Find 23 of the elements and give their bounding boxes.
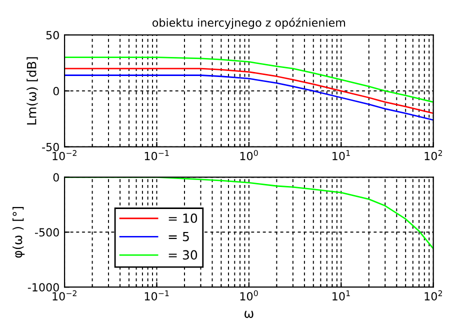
x-tick-label: 10$^{−2}$ [52,290,76,300]
x-tick-label: 10$^{−1}$ [144,150,169,160]
y-tick-label: 0 [53,86,59,96]
x-tick-label: 10$^{2}$ [424,290,442,300]
y-tick-label: -50 [42,142,59,152]
x-tick-label: 10$^{0}$ [240,290,258,300]
y-tick-label: -500 [35,228,59,237]
legend-label: = 5 [168,232,189,242]
x-tick-label: 10$^{0}$ [240,150,258,160]
x-axis-title: ω [244,310,254,318]
x-tick-label: 10$^{−2}$ [52,150,76,160]
y-tick-label: -1000 [28,283,59,292]
y-tick-label: 50 [46,30,59,40]
y-tick-label: 0 [53,173,59,182]
x-tick-label: 10$^{1}$ [332,290,350,300]
x-tick-label: 10$^{2}$ [424,150,442,160]
y-axis-title: φ(ω ) [°] [12,207,25,258]
x-tick-label: 10$^{1}$ [332,150,350,160]
legend-label: = 10 [168,213,198,223]
y-axis-title: Lm(ω) [dB] [26,57,38,124]
x-tick-label: 10$^{−1}$ [144,290,169,300]
chart-title: obiektu inercyjnego z opóźnieniem [152,18,346,29]
legend-label: = 30 [168,250,198,260]
